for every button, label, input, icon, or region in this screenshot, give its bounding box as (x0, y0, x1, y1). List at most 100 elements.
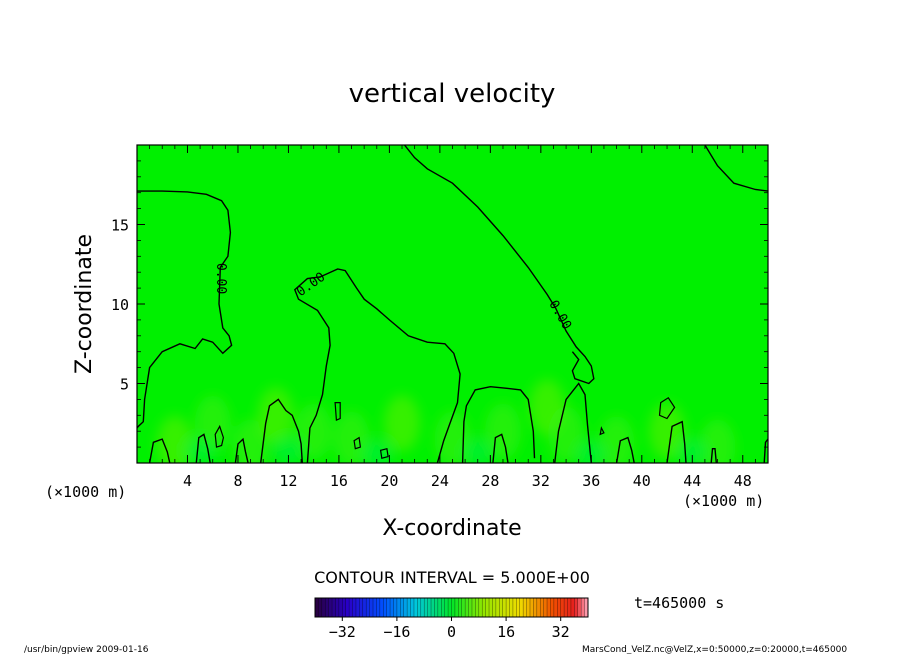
colorbar-segment (441, 598, 445, 617)
contour-line (763, 438, 768, 463)
colorbar-segment (478, 598, 483, 617)
contour-label: 0.00 (213, 263, 228, 294)
colorbar-segment (383, 598, 387, 617)
shading-patch (184, 436, 217, 463)
colorbar-segment (547, 598, 551, 617)
colorbar-segment (550, 598, 555, 617)
colorbar-segment (417, 598, 422, 617)
shading-patch (649, 403, 686, 460)
x-tick-label: 48 (734, 472, 752, 490)
colorbar-segment (355, 598, 360, 617)
colorbar-segment (584, 598, 589, 617)
contour-loop (379, 447, 389, 459)
colorbar-segment (574, 598, 579, 617)
footer-right: MarsCond_VelZ.nc@VelZ,x=0:50000,z=0:2000… (582, 645, 847, 654)
colorbar-segment (465, 598, 469, 617)
colorbar-segment (345, 598, 350, 617)
colorbar-segment (448, 598, 452, 617)
colorbar-segment (328, 598, 333, 617)
shading-patch (384, 395, 421, 452)
shading-patch (232, 419, 269, 463)
colorbar-segment (325, 598, 329, 617)
colorbar-segment (362, 598, 367, 617)
contour-line (234, 437, 249, 463)
colorbar-tick-label: −32 (329, 623, 356, 641)
colorbar-segment (332, 598, 336, 617)
chart-title: vertical velocity (349, 79, 556, 109)
x-tick-label: 24 (431, 472, 449, 490)
contour-line (403, 145, 595, 385)
colorbar-segment (373, 598, 377, 617)
contour-line (710, 448, 717, 463)
colorbar-tick-label: 32 (552, 623, 570, 641)
colorbar-segment (485, 598, 490, 617)
colorbar-segment (393, 598, 398, 617)
colorbar-segment (390, 598, 394, 617)
colorbar-tick-label: 16 (497, 623, 515, 641)
contour-interval-text: CONTOUR INTERVAL = 5.000E+00 (314, 568, 590, 587)
x-units-right: (×1000 m) (683, 492, 764, 510)
colorbar-segment (335, 598, 340, 617)
colorbar-segment (424, 598, 428, 617)
colorbar-tick-label: −16 (383, 623, 410, 641)
y-tick-label: 15 (111, 217, 129, 235)
colorbar-segment (516, 598, 521, 617)
contour-line (554, 382, 592, 463)
shading-patch (295, 403, 332, 460)
colorbar-segment (489, 598, 493, 617)
colorbar-segment (482, 598, 486, 617)
colorbar-segment (379, 598, 384, 617)
colorbar-segment (434, 598, 439, 617)
contour-line (615, 436, 635, 463)
colorbar-segment (543, 598, 548, 617)
contour-loop (599, 426, 605, 436)
x-tick-label: 8 (233, 472, 242, 490)
colorbar-segment (410, 598, 415, 617)
shading-patch (699, 419, 736, 463)
contour-line (704, 145, 768, 192)
contour-line (666, 420, 687, 463)
colorbar-segment (536, 598, 541, 617)
x-tick-label: 40 (633, 472, 651, 490)
x-tick-label: 28 (481, 472, 499, 490)
contour-line (293, 268, 461, 463)
colorbar-segment (533, 598, 538, 617)
colorbar-segment (570, 598, 575, 617)
colorbar-segment (318, 598, 323, 617)
y-tick-label: 10 (111, 296, 129, 314)
shading-patch (333, 411, 370, 463)
contour-line (492, 433, 509, 463)
contour-loop (334, 402, 341, 421)
colorbar-segment (352, 598, 357, 617)
footer-left: /usr/bin/gpview 2009-01-16 (24, 645, 149, 654)
x-tick-label: 32 (532, 472, 550, 490)
contour-line (195, 433, 211, 463)
colorbar-segment (540, 598, 544, 617)
contour-line (461, 385, 536, 463)
contour-line (260, 398, 303, 463)
x-tick-label: 44 (683, 472, 701, 490)
colorbar-segment (567, 598, 572, 617)
colorbar-segment (475, 598, 480, 617)
colorbar-segment (495, 598, 500, 617)
colorbar-segment (509, 598, 514, 617)
time-label: t=465000 s (634, 594, 724, 612)
colorbar-segment (512, 598, 517, 617)
colorbar-segment (529, 598, 534, 617)
colorbar-segment (526, 598, 531, 617)
colorbar-segment (492, 598, 497, 617)
shading-patch (272, 436, 305, 463)
colorbar-segment (359, 598, 364, 617)
colorbar-segment (431, 598, 435, 617)
colorbar-segment (349, 598, 353, 617)
colorbar-segment (400, 598, 405, 617)
colorbar-segment (376, 598, 381, 617)
shading-patch (598, 415, 635, 463)
colorbar-segment (581, 598, 585, 617)
colorbar-segment (413, 598, 418, 617)
shading-patch (575, 439, 608, 463)
colorbar-segment (386, 598, 391, 617)
